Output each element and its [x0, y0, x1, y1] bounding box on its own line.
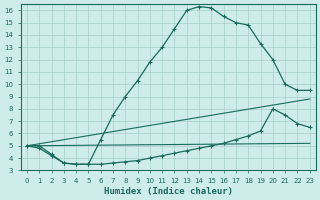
- X-axis label: Humidex (Indice chaleur): Humidex (Indice chaleur): [104, 187, 233, 196]
